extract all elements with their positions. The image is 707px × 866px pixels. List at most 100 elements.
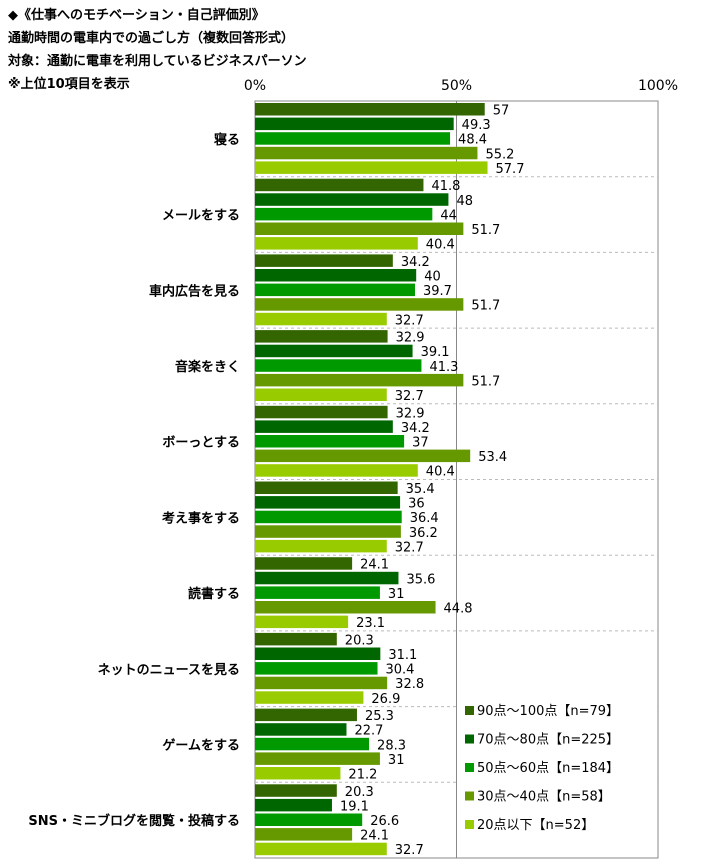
bar: [255, 539, 387, 553]
category-label: メールをする: [162, 209, 240, 224]
header-line-4: ※上位10項目を表示: [8, 77, 130, 92]
x-tick-label: 100%: [638, 78, 678, 94]
data-label: 39.1: [421, 345, 450, 360]
bar: [255, 586, 380, 599]
bar: [255, 344, 413, 358]
data-label: 34.2: [401, 255, 430, 270]
data-label: 21.2: [348, 768, 377, 783]
data-label: 32.9: [396, 331, 425, 346]
data-label: 48.4: [458, 133, 487, 148]
bar: [255, 178, 424, 192]
data-label: 39.7: [423, 284, 452, 299]
bar: [255, 117, 454, 131]
bar: [255, 813, 363, 826]
bar: [255, 330, 388, 343]
data-label: 51.7: [471, 374, 500, 389]
header-line-1: ◆《仕事へのモチベーション・自己評価別》: [8, 8, 265, 23]
bar: [255, 632, 337, 646]
bar: [255, 193, 449, 206]
bar: [255, 496, 401, 509]
x-tick-label: 50%: [441, 78, 472, 94]
bar: [255, 525, 401, 538]
category-label: SNS・ミニブログを閲覧・投稿する: [28, 813, 240, 829]
data-label: 41.3: [429, 360, 458, 375]
legend-box: [458, 703, 654, 849]
bar: [255, 207, 433, 221]
data-label: 48: [456, 194, 473, 209]
bar: [255, 557, 353, 570]
data-label: 23.1: [356, 616, 385, 631]
bar: [255, 312, 387, 326]
data-label: 31: [388, 753, 405, 768]
data-label: 28.3: [377, 738, 406, 753]
bar: [255, 359, 422, 372]
bar: [255, 752, 380, 765]
bar: [255, 691, 364, 704]
data-label: 32.7: [395, 540, 424, 555]
category-label: 読書する: [188, 586, 240, 602]
data-label: 32.7: [395, 389, 424, 404]
bar: [255, 464, 418, 477]
bar: [255, 662, 378, 675]
bar: [255, 842, 387, 856]
data-label: 57.7: [496, 162, 525, 177]
category-label: 音楽をきく: [175, 359, 240, 375]
bar: [255, 767, 341, 780]
bar: [255, 222, 464, 235]
bar: [255, 237, 418, 250]
category-label: 寝る: [214, 132, 240, 148]
category-label: 車内広告を見る: [149, 283, 240, 299]
data-label: 25.3: [365, 709, 394, 724]
bar: [255, 420, 393, 433]
data-label: 51.7: [471, 299, 500, 314]
data-label: 24.1: [360, 829, 389, 844]
bar: [255, 161, 488, 174]
data-label: 34.2: [401, 421, 430, 436]
bar: [255, 510, 402, 524]
bar: [255, 647, 381, 660]
legend-swatch: [465, 734, 474, 744]
data-label: 40: [424, 270, 441, 285]
data-label: 32.8: [395, 677, 424, 692]
legend-swatch: [465, 706, 474, 715]
bar: [255, 388, 387, 401]
legend-label: 70点～80点【n=225】: [477, 733, 619, 748]
data-label: 41.8: [431, 179, 460, 194]
data-label: 57: [493, 104, 510, 119]
category-label: ネットのニュースを見る: [98, 663, 240, 678]
bar: [255, 103, 485, 116]
data-label: 55.2: [485, 147, 514, 162]
data-label: 51.7: [471, 223, 500, 238]
legend-label: 90点～100点【n=79】: [477, 704, 619, 719]
bar: [255, 571, 399, 585]
data-label: 44.8: [444, 602, 473, 617]
category-label: ゲームをする: [162, 737, 240, 753]
data-label: 40.4: [426, 238, 455, 253]
data-label: 26.9: [371, 692, 400, 707]
data-label: 32.9: [396, 406, 425, 421]
legend-swatch: [465, 763, 474, 772]
bar: [255, 146, 478, 160]
bar: [255, 481, 398, 494]
bar: [255, 283, 415, 297]
bar: [255, 435, 405, 448]
bar: [255, 723, 347, 736]
data-label: 36.4: [410, 511, 439, 526]
data-label: 20.3: [345, 633, 374, 648]
bar: [255, 737, 370, 751]
data-label: 30.4: [386, 663, 415, 678]
data-label: 36.2: [409, 526, 438, 541]
bar: [255, 449, 471, 463]
data-label: 32.7: [395, 313, 424, 328]
data-label: 53.4: [478, 450, 507, 465]
legend-swatch: [465, 820, 474, 829]
data-label: 31: [388, 587, 405, 602]
data-label: 26.6: [370, 814, 399, 829]
data-label: 36: [408, 497, 425, 512]
data-label: 32.7: [395, 843, 424, 858]
legend-swatch: [465, 791, 474, 801]
bar: [255, 373, 464, 387]
bar: [255, 784, 337, 797]
